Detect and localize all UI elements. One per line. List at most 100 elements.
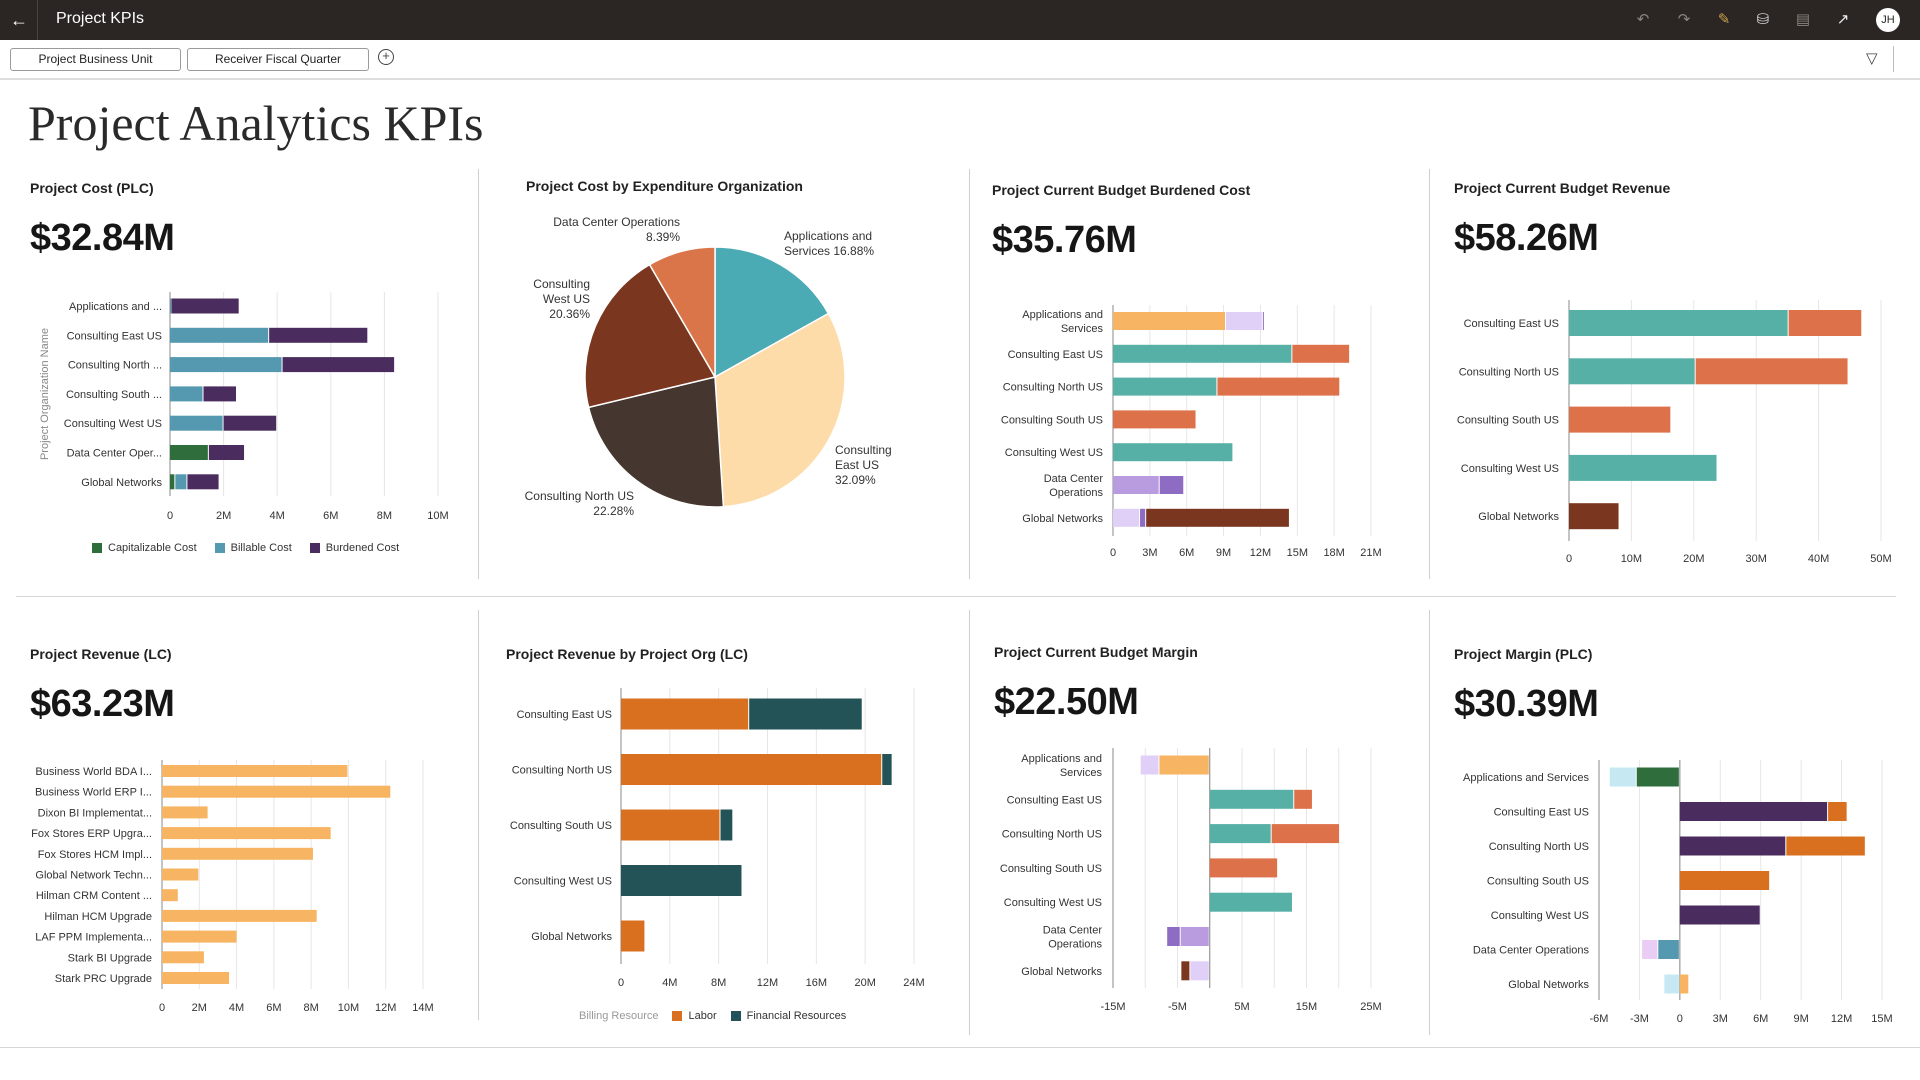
bar-segment[interactable] xyxy=(1569,454,1717,481)
bar-segment[interactable] xyxy=(1113,443,1233,462)
bar-segment[interactable] xyxy=(1292,344,1350,363)
bar-segment[interactable] xyxy=(162,930,237,943)
bar-segment[interactable] xyxy=(1159,476,1184,494)
pie-slice[interactable] xyxy=(648,246,716,380)
data-refresh-icon[interactable]: ⛁ xyxy=(1756,11,1770,28)
bar-segment[interactable] xyxy=(162,951,204,964)
bar-segment[interactable] xyxy=(1167,927,1180,946)
bar-segment[interactable] xyxy=(1190,961,1209,981)
bar-segment[interactable] xyxy=(1209,858,1278,878)
bar-segment[interactable] xyxy=(1636,767,1679,787)
edit-icon[interactable]: ✎ xyxy=(1717,11,1731,28)
bar-segment[interactable] xyxy=(162,972,230,984)
bar-segment[interactable] xyxy=(170,386,203,402)
bar-segment[interactable] xyxy=(162,889,178,902)
bar-segment[interactable] xyxy=(1786,836,1865,856)
bar-segment[interactable] xyxy=(882,754,892,785)
pie-slice[interactable] xyxy=(584,263,717,409)
bar-segment[interactable] xyxy=(1679,974,1689,994)
bar-segment[interactable] xyxy=(1569,310,1788,336)
bar-segment[interactable] xyxy=(1642,940,1658,959)
undo-icon[interactable]: ↶ xyxy=(1636,11,1650,28)
bar-segment[interactable] xyxy=(187,474,219,490)
filter-settings-icon[interactable]: ▽ xyxy=(1866,50,1878,67)
back-arrow-icon[interactable]: ← xyxy=(10,10,28,30)
bar-segment[interactable] xyxy=(1679,836,1786,856)
bar-segment[interactable] xyxy=(1695,358,1848,385)
open-external-icon[interactable]: ↗ xyxy=(1836,11,1850,28)
bar-segment[interactable] xyxy=(1679,871,1770,890)
bar-segment[interactable] xyxy=(1828,802,1847,821)
bar-segment[interactable] xyxy=(1262,312,1264,330)
pie-slice[interactable] xyxy=(714,246,830,379)
bar-segment[interactable] xyxy=(269,327,368,343)
legend-item[interactable]: Capitalizable Cost xyxy=(92,542,197,554)
bar-segment[interactable] xyxy=(170,474,175,490)
bar-segment[interactable] xyxy=(162,847,313,860)
legend-item[interactable]: Labor xyxy=(672,1010,717,1022)
bar-segment[interactable] xyxy=(621,865,742,896)
bar-segment[interactable] xyxy=(1113,476,1159,494)
bar-segment[interactable] xyxy=(1181,961,1190,981)
bar-segment[interactable] xyxy=(1140,755,1159,775)
comment-icon[interactable]: ▤ xyxy=(1795,11,1811,28)
avatar[interactable]: JH xyxy=(1876,8,1900,32)
bar-segment[interactable] xyxy=(1569,358,1695,385)
filter-project-business-unit[interactable]: Project Business Unit xyxy=(10,48,181,71)
bar-segment[interactable] xyxy=(1658,940,1679,959)
bar-segment[interactable] xyxy=(1159,755,1209,775)
bar-segment[interactable] xyxy=(175,474,187,490)
bar-segment[interactable] xyxy=(170,298,171,314)
bar-segment[interactable] xyxy=(162,785,391,798)
redo-icon[interactable]: ↷ xyxy=(1677,11,1691,28)
bar-segment[interactable] xyxy=(621,698,749,730)
bar-segment[interactable] xyxy=(1679,905,1760,925)
bar-segment[interactable] xyxy=(162,765,348,777)
bar-segment[interactable] xyxy=(170,327,269,343)
bar-segment[interactable] xyxy=(1609,767,1636,787)
bar-segment[interactable] xyxy=(1113,410,1196,429)
bar-segment[interactable] xyxy=(1113,344,1292,363)
pie-slice[interactable] xyxy=(714,312,846,508)
bar-segment[interactable] xyxy=(1226,312,1262,330)
add-circle-icon[interactable]: + xyxy=(378,49,394,65)
bar-segment[interactable] xyxy=(621,920,645,952)
bar-segment[interactable] xyxy=(749,698,862,730)
bar-segment[interactable] xyxy=(171,298,239,314)
bar-segment[interactable] xyxy=(162,827,331,840)
bar-segment[interactable] xyxy=(282,357,395,373)
bar-segment[interactable] xyxy=(1146,508,1289,527)
bar-segment[interactable] xyxy=(1180,927,1209,946)
bar-segment[interactable] xyxy=(162,868,199,881)
bar-segment[interactable] xyxy=(1569,406,1671,433)
bar-segment[interactable] xyxy=(1569,503,1619,530)
bar-segment[interactable] xyxy=(170,445,208,460)
bar-segment[interactable] xyxy=(223,415,277,431)
bar-segment[interactable] xyxy=(621,754,882,785)
bar-segment[interactable] xyxy=(1113,508,1140,527)
bar-segment[interactable] xyxy=(1294,789,1312,809)
bar-segment[interactable] xyxy=(203,386,237,402)
bar-segment[interactable] xyxy=(1217,377,1340,396)
bar-segment[interactable] xyxy=(162,806,208,819)
bar-segment[interactable] xyxy=(208,445,245,460)
bar-segment[interactable] xyxy=(1788,310,1862,336)
bar-segment[interactable] xyxy=(1679,802,1828,821)
legend-item[interactable]: Burdened Cost xyxy=(309,542,399,554)
bar-segment[interactable] xyxy=(1209,892,1292,912)
bar-segment[interactable] xyxy=(1271,824,1340,844)
bar-segment[interactable] xyxy=(1113,312,1226,330)
bar-segment[interactable] xyxy=(1140,508,1146,527)
bar-segment[interactable] xyxy=(170,357,282,373)
bar-segment[interactable] xyxy=(1113,377,1217,396)
bar-segment[interactable] xyxy=(162,909,317,922)
bar-segment[interactable] xyxy=(720,809,733,841)
bar-segment[interactable] xyxy=(1209,824,1271,844)
filter-receiver-fiscal-quarter[interactable]: Receiver Fiscal Quarter xyxy=(187,48,369,71)
pie-slice[interactable] xyxy=(587,376,725,508)
legend-item[interactable]: Billable Cost xyxy=(214,542,292,554)
legend-item[interactable]: Financial Resources xyxy=(730,1010,846,1022)
bar-segment[interactable] xyxy=(1664,974,1679,994)
bar-segment[interactable] xyxy=(1209,789,1294,809)
bar-segment[interactable] xyxy=(621,809,720,841)
